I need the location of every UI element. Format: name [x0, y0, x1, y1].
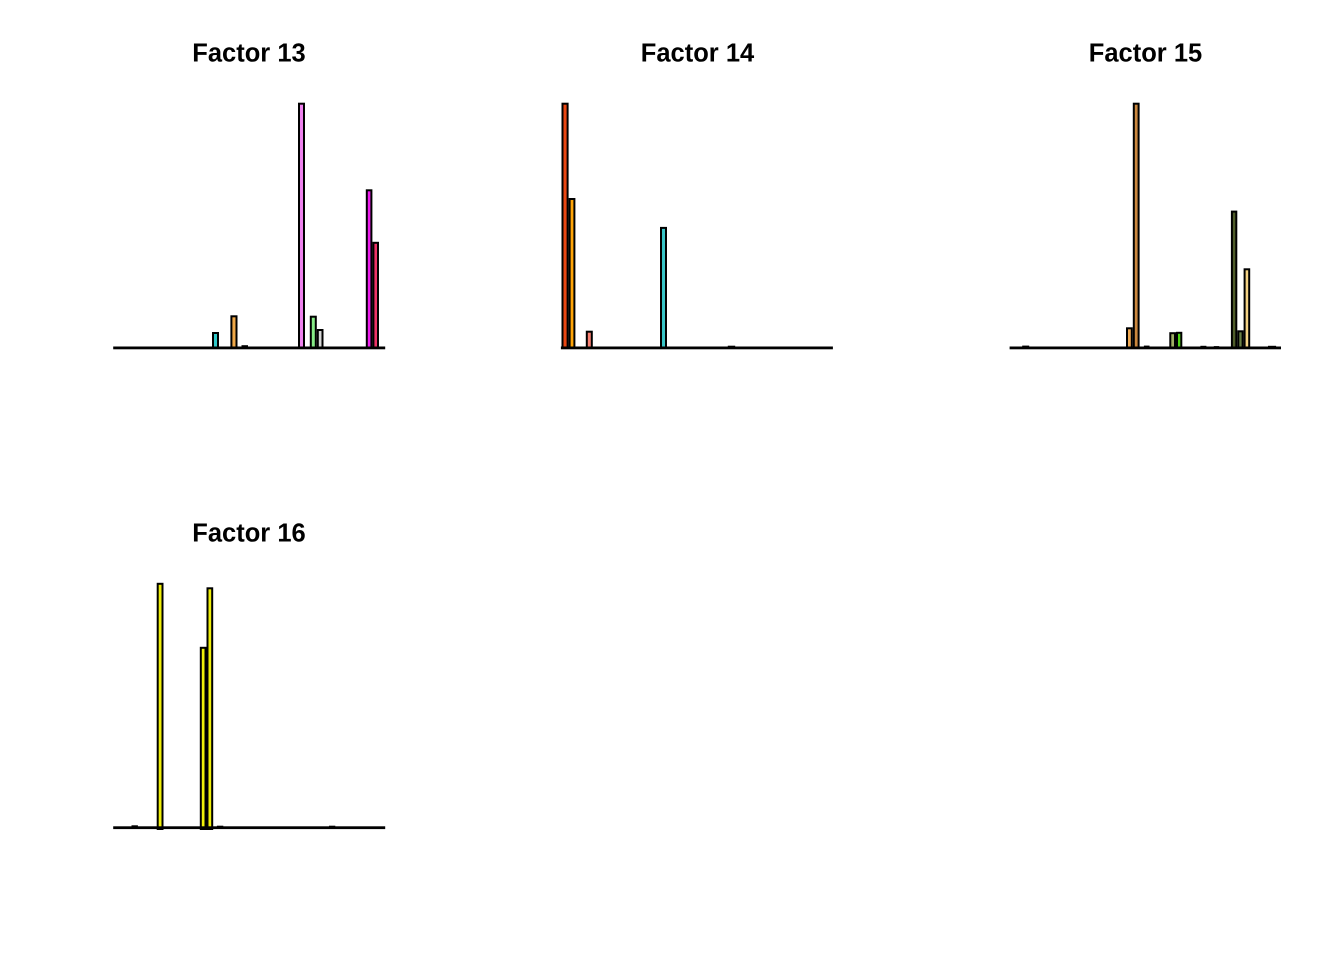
svg-text:Factor 13: Factor 13 [192, 40, 305, 68]
svg-text:Factor 16: Factor 16 [192, 520, 305, 548]
svg-text:Factor 15: Factor 15 [1089, 40, 1202, 68]
svg-text:Factor 14: Factor 14 [641, 40, 755, 68]
